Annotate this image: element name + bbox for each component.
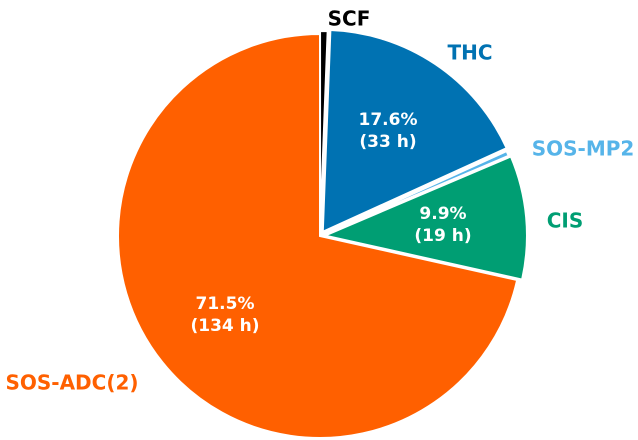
slice-hours: (134 h) [190, 316, 259, 336]
pie-slice-cis [321, 155, 528, 281]
slice-percent: 17.6% [359, 110, 418, 130]
slice-percent: 71.5% [196, 294, 255, 314]
pie-slices [117, 28, 528, 439]
slice-percent: 9.9% [419, 204, 466, 224]
slice-label: SOS-ADC(2) [5, 371, 138, 395]
slice-hours: (19 h) [414, 226, 471, 246]
pie-labels: SCF THC 17.6%(33 h) SOS-MP2 CIS 9.9%(19 h) SOS… [5, 7, 634, 395]
pie-slice-sos-mp2 [322, 149, 510, 236]
slice-label: SOS-MP2 [532, 137, 635, 161]
pie-slice-scf [319, 30, 329, 234]
slice-label: CIS [547, 209, 584, 233]
pie-slice-sos-adc-2 [117, 32, 519, 439]
slice-label: THC [447, 41, 492, 65]
slice-label: SCF [328, 7, 371, 31]
slice-hours: (33 h) [359, 132, 416, 152]
pie-slice-thc [321, 28, 508, 234]
